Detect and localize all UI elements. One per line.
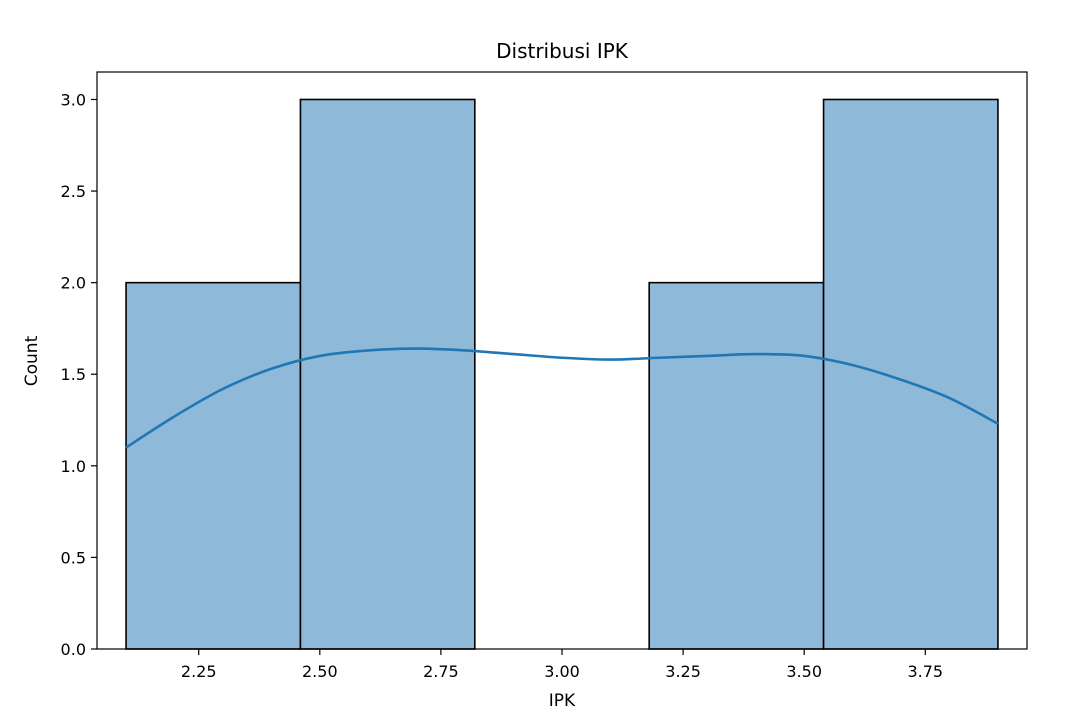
x-tick-label: 3.00 bbox=[544, 662, 580, 681]
y-tick-label: 2.0 bbox=[61, 274, 86, 293]
x-tick-label: 2.25 bbox=[181, 662, 217, 681]
histogram-bar-2 bbox=[299, 98, 476, 650]
histogram-bar-1 bbox=[125, 281, 302, 650]
x-tick-label: 3.50 bbox=[786, 662, 822, 681]
x-axis-label: IPK bbox=[549, 691, 576, 711]
chart-title: Distribusi IPK bbox=[496, 39, 629, 63]
y-tick-label: 0.5 bbox=[61, 548, 86, 567]
x-tick-label: 2.50 bbox=[302, 662, 338, 681]
histogram-bar-4 bbox=[648, 281, 825, 650]
histogram-bar-5 bbox=[822, 98, 999, 650]
bars-group bbox=[125, 98, 999, 650]
y-axis-label: Count bbox=[22, 335, 42, 386]
y-tick-label: 1.0 bbox=[61, 457, 86, 476]
y-axis: 0.0 0.5 1.0 1.5 2.0 2.5 3.0 bbox=[61, 90, 97, 659]
x-tick-label: 2.75 bbox=[423, 662, 459, 681]
x-tick-label: 3.75 bbox=[907, 662, 943, 681]
y-tick-label: 3.0 bbox=[61, 90, 86, 109]
y-tick-label: 2.5 bbox=[61, 182, 86, 201]
kde-line bbox=[125, 347, 999, 449]
x-tick-label: 3.25 bbox=[665, 662, 701, 681]
x-axis: 2.25 2.50 2.75 3.00 3.25 3.50 3.75 bbox=[181, 649, 943, 681]
y-tick-label: 0.0 bbox=[61, 640, 86, 659]
y-tick-label: 1.5 bbox=[61, 365, 86, 384]
